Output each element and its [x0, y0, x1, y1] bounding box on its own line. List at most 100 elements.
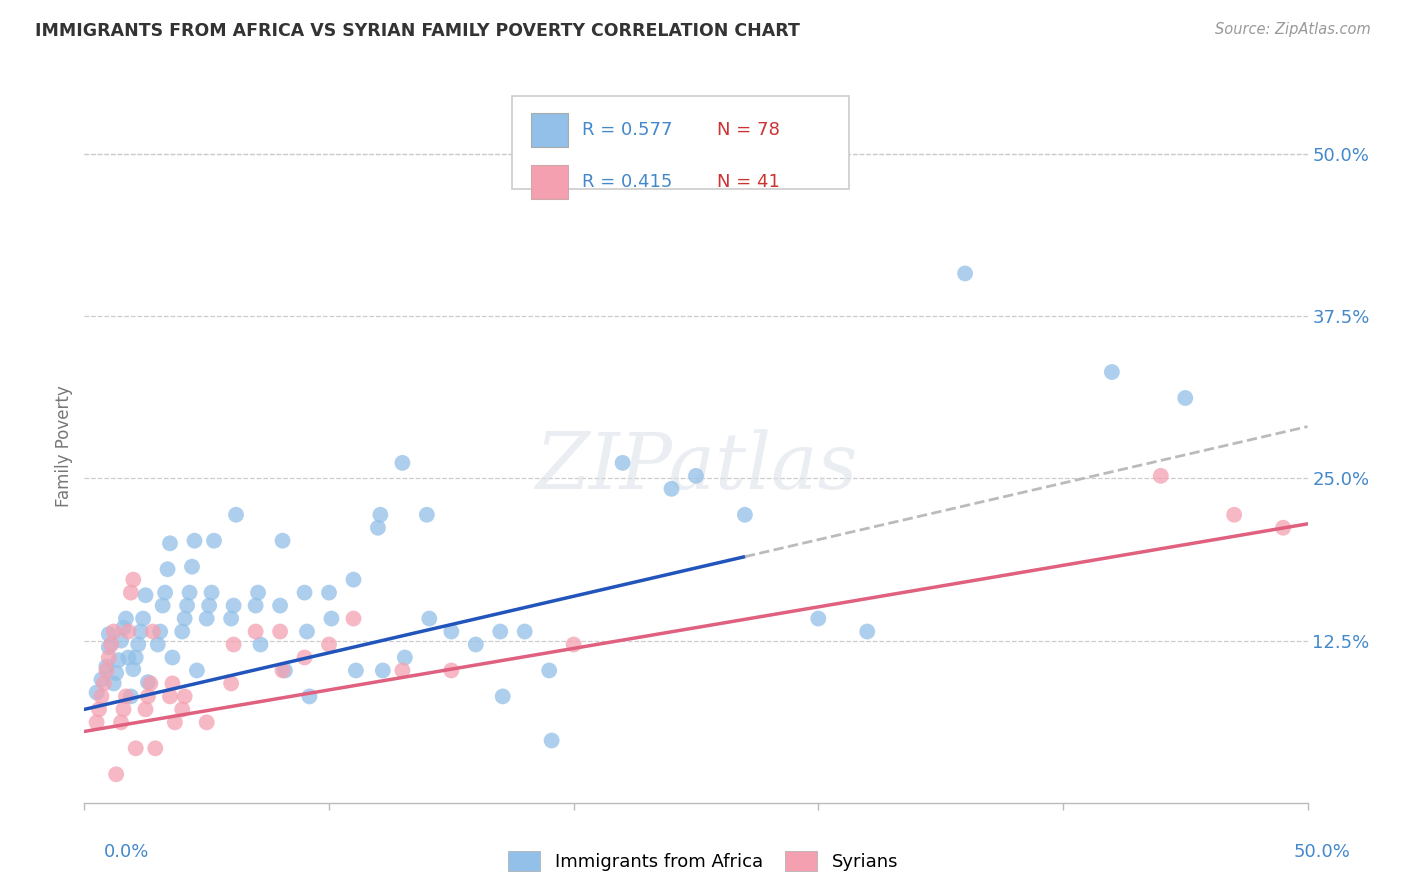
- Point: [122, 573, 145, 587]
- Point: [219, 611, 242, 625]
- Point: [202, 533, 225, 548]
- Point: [156, 562, 179, 576]
- Point: [152, 599, 174, 613]
- Point: [186, 664, 208, 678]
- Point: [132, 611, 155, 625]
- Point: [100, 638, 122, 652]
- Point: [105, 767, 128, 781]
- Point: [97, 627, 120, 641]
- Point: [105, 666, 128, 681]
- Point: [1223, 508, 1246, 522]
- Point: [136, 690, 159, 704]
- Point: [172, 624, 194, 639]
- Point: [222, 599, 245, 613]
- Point: [269, 599, 291, 613]
- Point: [342, 611, 364, 625]
- Point: [120, 585, 142, 599]
- Point: [274, 664, 297, 678]
- Point: [440, 624, 463, 639]
- Point: [107, 653, 129, 667]
- Point: [176, 599, 198, 613]
- Point: [117, 624, 139, 639]
- Text: 50.0%: 50.0%: [1294, 843, 1350, 861]
- Point: [295, 624, 318, 639]
- Point: [97, 640, 120, 654]
- Point: [953, 267, 976, 281]
- Point: [142, 624, 165, 639]
- Point: [96, 664, 118, 678]
- Point: [110, 715, 132, 730]
- Point: [117, 650, 139, 665]
- Point: [162, 676, 184, 690]
- Point: [661, 482, 683, 496]
- Point: [90, 673, 112, 687]
- Text: IMMIGRANTS FROM AFRICA VS SYRIAN FAMILY POVERTY CORRELATION CHART: IMMIGRANTS FROM AFRICA VS SYRIAN FAMILY …: [35, 22, 800, 40]
- Point: [135, 702, 157, 716]
- Point: [143, 741, 166, 756]
- Point: [86, 685, 108, 699]
- Text: R = 0.415: R = 0.415: [582, 173, 672, 191]
- Point: [122, 662, 145, 676]
- Point: [1174, 391, 1197, 405]
- Point: [245, 624, 267, 639]
- Point: [159, 536, 181, 550]
- Point: [120, 690, 142, 704]
- Point: [162, 650, 184, 665]
- Point: [269, 624, 291, 639]
- Point: [294, 650, 316, 665]
- Point: [159, 690, 181, 704]
- Point: [271, 664, 294, 678]
- Point: [96, 659, 118, 673]
- Point: [93, 676, 115, 690]
- Point: [198, 599, 221, 613]
- Point: [391, 664, 413, 678]
- Point: [219, 676, 242, 690]
- Point: [367, 521, 389, 535]
- Point: [489, 624, 512, 639]
- Text: 0.0%: 0.0%: [104, 843, 149, 861]
- Point: [125, 741, 148, 756]
- Point: [807, 611, 830, 625]
- Point: [129, 624, 152, 639]
- Point: [179, 585, 201, 599]
- Point: [391, 456, 413, 470]
- Point: [538, 664, 561, 678]
- Point: [112, 621, 135, 635]
- Point: [1150, 468, 1173, 483]
- Point: [418, 611, 440, 625]
- Point: [195, 611, 218, 625]
- Legend: Immigrants from Africa, Syrians: Immigrants from Africa, Syrians: [501, 844, 905, 879]
- Point: [127, 638, 149, 652]
- Point: [103, 676, 125, 690]
- FancyBboxPatch shape: [513, 96, 849, 189]
- Point: [734, 508, 756, 522]
- Point: [222, 638, 245, 652]
- Text: N = 78: N = 78: [717, 121, 780, 139]
- Point: [1101, 365, 1123, 379]
- Point: [97, 650, 120, 665]
- Point: [135, 588, 157, 602]
- Point: [562, 638, 585, 652]
- Text: ZIPatlas: ZIPatlas: [534, 429, 858, 506]
- Point: [115, 611, 138, 625]
- Point: [464, 638, 486, 652]
- Point: [271, 533, 294, 548]
- FancyBboxPatch shape: [531, 165, 568, 199]
- Point: [172, 702, 194, 716]
- Point: [115, 690, 138, 704]
- Text: Source: ZipAtlas.com: Source: ZipAtlas.com: [1215, 22, 1371, 37]
- Point: [1272, 521, 1295, 535]
- Point: [685, 468, 707, 483]
- FancyBboxPatch shape: [531, 112, 568, 147]
- Point: [394, 650, 416, 665]
- Text: N = 41: N = 41: [717, 173, 780, 191]
- Point: [87, 702, 110, 716]
- Point: [540, 733, 562, 747]
- Point: [318, 638, 340, 652]
- Point: [342, 573, 364, 587]
- Point: [370, 508, 392, 522]
- Point: [103, 624, 125, 639]
- Point: [416, 508, 439, 522]
- Point: [125, 650, 148, 665]
- Point: [856, 624, 879, 639]
